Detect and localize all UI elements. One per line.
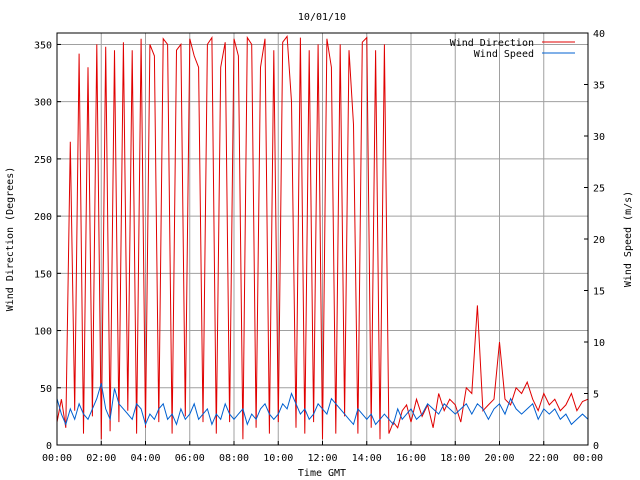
series-layer <box>56 35 589 440</box>
y-right-tick-label: 0 <box>593 441 599 452</box>
x-tick-label: 10:00 <box>263 453 293 464</box>
x-tick-label: 18:00 <box>440 453 470 464</box>
series-line-wind-direction <box>56 35 589 440</box>
legend-label-wind-direction: Wind Direction <box>450 38 534 49</box>
x-tick-label: 20:00 <box>484 453 514 464</box>
y-left-tick-label: 300 <box>34 98 52 109</box>
y-left-tick-label: 250 <box>34 155 52 166</box>
y-left-tick-label: 50 <box>40 384 52 395</box>
y-right-tick-label: 30 <box>593 132 605 143</box>
x-tick-label: 16:00 <box>396 453 426 464</box>
y-right-tick-label: 5 <box>593 390 599 401</box>
x-tick-label: 06:00 <box>175 453 205 464</box>
x-tick-label: 00:00 <box>573 453 603 464</box>
y-right-tick-label: 10 <box>593 338 605 349</box>
y-right-tick-label: 35 <box>593 81 605 92</box>
y-left-axis-label: Wind Direction (Degrees) <box>5 167 16 312</box>
y-right-tick-label: 40 <box>593 29 605 40</box>
legend: Wind Direction Wind Speed <box>450 38 575 60</box>
grid <box>57 33 588 445</box>
legend-label-wind-speed: Wind Speed <box>474 49 534 60</box>
chart-title: 10/01/10 <box>298 12 346 23</box>
x-tick-label: 04:00 <box>130 453 160 464</box>
x-axis-ticks: 00:00 02:00 04:00 06:00 08:00 10:00 12:00 14:00… <box>42 441 603 464</box>
x-tick-label: 12:00 <box>307 453 337 464</box>
y-right-axis-ticks: 0 5 10 15 20 25 30 35 40 <box>584 29 605 452</box>
y-right-tick-label: 15 <box>593 287 605 298</box>
x-tick-label: 14:00 <box>352 453 382 464</box>
y-left-tick-label: 100 <box>34 327 52 338</box>
y-right-tick-label: 20 <box>593 235 605 246</box>
x-tick-label: 00:00 <box>42 453 72 464</box>
y-right-axis-label: Wind Speed (m/s) <box>623 191 634 287</box>
y-left-tick-label: 150 <box>34 269 52 280</box>
y-left-axis-ticks: 0 50 100 150 200 250 300 350 <box>34 40 61 452</box>
x-tick-label: 08:00 <box>219 453 249 464</box>
series-line-wind-speed <box>56 383 589 426</box>
y-left-tick-label: 0 <box>46 441 52 452</box>
y-right-tick-label: 25 <box>593 184 605 195</box>
y-left-tick-label: 350 <box>34 40 52 51</box>
x-tick-label: 02:00 <box>86 453 116 464</box>
y-left-tick-label: 200 <box>34 212 52 223</box>
x-tick-label: 22:00 <box>529 453 559 464</box>
x-axis-label: Time GMT <box>298 468 346 479</box>
